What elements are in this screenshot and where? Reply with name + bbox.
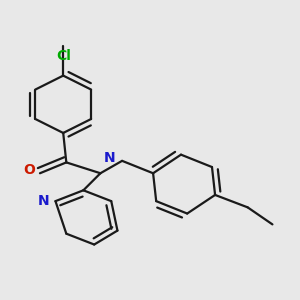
Text: N: N <box>103 152 115 166</box>
Text: O: O <box>23 163 35 177</box>
Text: N: N <box>38 194 49 208</box>
Text: Cl: Cl <box>56 49 71 63</box>
